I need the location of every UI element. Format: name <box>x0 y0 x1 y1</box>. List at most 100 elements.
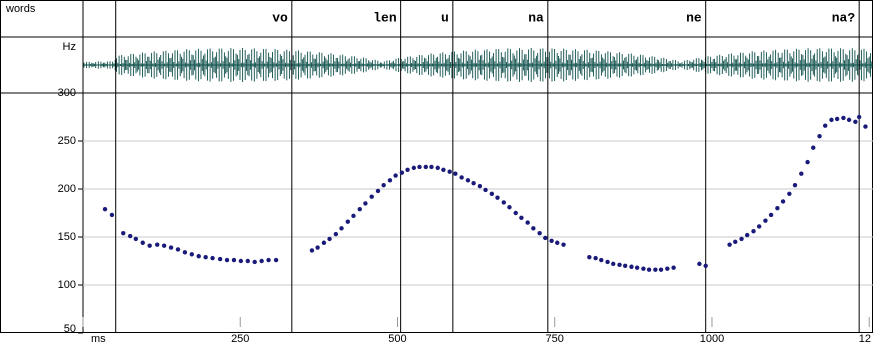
pitch-point <box>611 261 616 267</box>
pitch-point <box>846 117 852 123</box>
x-tick-label: 500 <box>388 333 406 345</box>
pitch-point <box>727 242 732 247</box>
waveform-trace <box>83 48 873 82</box>
pitch-point <box>822 123 828 128</box>
pitch-point <box>519 215 524 220</box>
pitch-point <box>531 226 536 231</box>
pitch-point <box>238 258 244 264</box>
pitch-point <box>471 181 476 186</box>
pitch-point <box>224 257 230 263</box>
y-tick-label: 250 <box>58 135 76 147</box>
pitch-point <box>599 257 604 263</box>
pitch-point <box>507 205 512 210</box>
pitch-point <box>259 258 264 264</box>
pitch-point <box>622 263 628 268</box>
y-tick-label: 200 <box>58 183 76 195</box>
pitch-point <box>417 164 422 170</box>
pitch-point <box>175 247 181 252</box>
pitch-point <box>351 213 356 219</box>
pitch-point <box>513 210 518 216</box>
pitch-point <box>161 243 167 248</box>
pitch-point <box>525 220 530 225</box>
pitch-point <box>537 230 542 236</box>
pitch-point <box>102 206 108 212</box>
pitch-point <box>665 266 670 271</box>
word-label: vo <box>272 10 288 25</box>
word-label: u <box>441 10 449 25</box>
pitch-point <box>182 250 188 255</box>
y-axis-label: Hz <box>63 41 76 53</box>
pitch-point <box>829 117 834 123</box>
pitch-point <box>817 134 822 139</box>
pitch-point <box>327 236 332 242</box>
pitch-point <box>345 219 351 224</box>
pitch-point <box>811 145 816 150</box>
pitch-point <box>653 267 658 272</box>
pitch-point <box>756 224 762 229</box>
pitch-point <box>792 182 798 188</box>
pitch-point <box>155 242 160 247</box>
pitch-point <box>593 255 598 261</box>
pitch-point <box>483 187 488 193</box>
pitch-point <box>387 178 393 183</box>
pitch-point <box>231 257 237 263</box>
pitch-point <box>189 252 195 257</box>
pitch-point <box>168 245 174 250</box>
pitch-point <box>617 262 622 268</box>
pitch-point <box>555 240 560 245</box>
pitch-point <box>495 195 500 200</box>
pitch-point <box>309 248 315 253</box>
x-tick-label: 250 <box>231 333 249 345</box>
pitch-point <box>856 114 862 120</box>
pitch-point <box>210 255 215 261</box>
pitch-point <box>489 191 495 196</box>
pitch-point <box>863 124 868 129</box>
pitch-point <box>369 194 374 199</box>
pitch-point <box>121 230 126 236</box>
pitch-point <box>641 266 646 271</box>
y-tick-label: 300 <box>58 87 76 99</box>
pitch-point <box>357 206 362 212</box>
pitch-point <box>411 165 417 171</box>
pitch-point <box>561 242 566 247</box>
pitch-point <box>266 257 271 263</box>
pitch-point <box>381 182 386 188</box>
pitch-point <box>147 243 152 248</box>
pitch-point <box>363 201 368 206</box>
pitch-point <box>739 236 744 242</box>
pitch-point <box>203 254 208 260</box>
pitch-point <box>333 231 339 237</box>
pitch-point <box>140 240 145 245</box>
pitch-point <box>375 188 381 194</box>
pitch-point <box>658 267 664 272</box>
pitch-point <box>605 259 610 265</box>
pitch-point <box>751 229 756 234</box>
pitch-point <box>775 206 780 211</box>
x-tick-label: 1000 <box>700 333 724 345</box>
tier-label: words <box>5 3 36 15</box>
word-label: len <box>373 10 397 25</box>
pitch-point <box>780 199 786 204</box>
pitch-point <box>853 119 858 125</box>
pitch-point <box>768 212 774 218</box>
waveform <box>83 48 873 82</box>
pitch-point <box>252 259 257 265</box>
pitch-point <box>543 235 548 241</box>
pitch-point <box>733 239 738 244</box>
pitch-point <box>217 256 223 262</box>
pitch-point <box>763 218 768 223</box>
pitch-point <box>405 167 410 172</box>
pitch-point <box>321 240 327 245</box>
pitch-point <box>459 175 464 180</box>
pitch-point <box>629 264 634 269</box>
pitch-point <box>501 200 506 205</box>
pitch-point <box>671 265 676 270</box>
x-tick-label: 750 <box>546 333 564 345</box>
pitch-point <box>196 254 201 259</box>
pitch-point <box>423 164 428 170</box>
y-tick-label: 50 <box>64 323 76 335</box>
word-label: na <box>528 10 544 25</box>
pitch-point <box>805 159 810 165</box>
pitch-point <box>109 212 115 218</box>
